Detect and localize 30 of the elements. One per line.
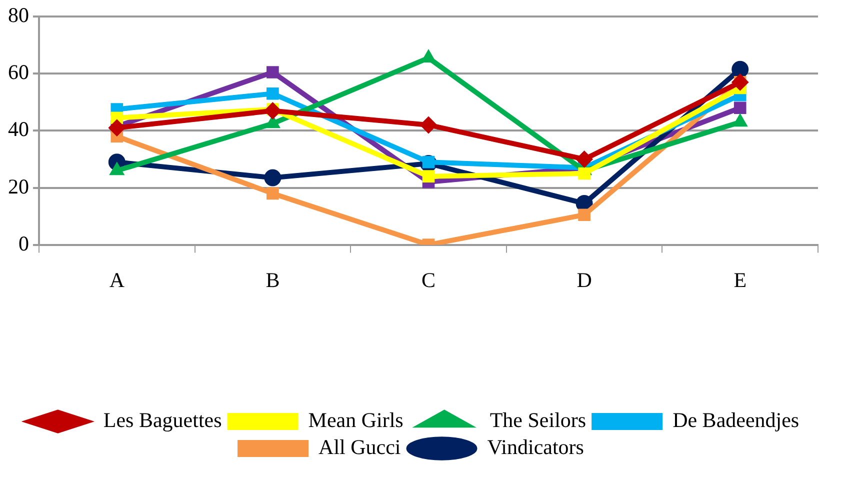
point xyxy=(576,150,593,168)
y-tick-label: 0 xyxy=(18,231,29,256)
point xyxy=(732,60,749,78)
point xyxy=(732,74,749,91)
legend-label: All Gucci xyxy=(318,435,401,460)
y-tick-label: 80 xyxy=(8,3,29,28)
point xyxy=(422,170,435,182)
legend-label: Les Baguettes xyxy=(103,408,222,432)
point xyxy=(578,167,590,180)
y-tick-label: 20 xyxy=(8,174,29,198)
legend-label: De Badeendjes xyxy=(672,408,800,432)
point xyxy=(266,87,279,100)
point xyxy=(734,102,746,114)
x-tick-label: C xyxy=(421,268,436,292)
point xyxy=(264,169,282,186)
y-tick-label: 40 xyxy=(8,117,29,142)
legend-label: Vindicators xyxy=(487,435,584,460)
point xyxy=(264,102,282,120)
x-tick-label: D xyxy=(576,268,592,292)
point xyxy=(420,116,437,134)
point xyxy=(108,119,126,136)
legend-label: The Seilors xyxy=(490,408,586,432)
x-tick-label: E xyxy=(734,268,747,292)
legend-label: Mean Girls xyxy=(308,408,404,432)
point xyxy=(578,208,590,222)
point xyxy=(266,66,279,78)
x-tick-label: B xyxy=(266,268,280,292)
y-tick-label: 60 xyxy=(8,60,29,84)
point xyxy=(266,187,279,200)
x-tick-label: A xyxy=(109,268,126,292)
